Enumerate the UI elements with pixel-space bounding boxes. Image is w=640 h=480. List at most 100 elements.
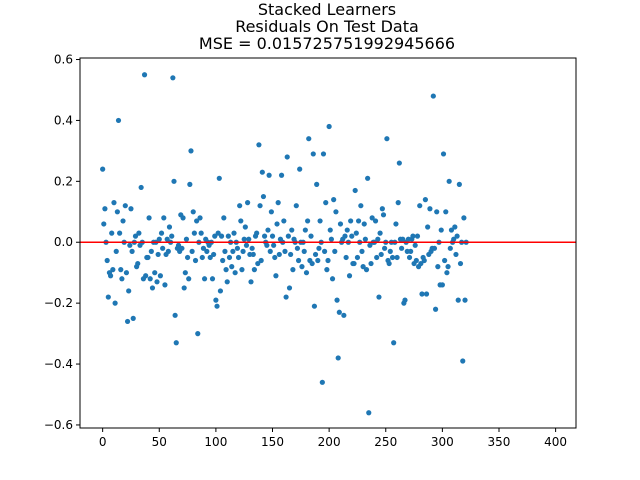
data-point (444, 270, 450, 276)
data-point (254, 230, 260, 236)
y-tick-label: 0.4 (54, 113, 73, 127)
data-point (114, 209, 120, 215)
data-point (187, 181, 193, 187)
data-point (412, 242, 418, 248)
data-point (325, 257, 331, 264)
data-point (413, 257, 419, 264)
data-point (221, 215, 227, 221)
data-point (342, 233, 348, 239)
data-point (212, 233, 218, 239)
data-point (434, 209, 440, 215)
data-point (290, 267, 296, 273)
data-point (282, 248, 288, 254)
data-point (173, 340, 179, 346)
data-point (395, 200, 401, 206)
y-axis: −0.6 −0.4 −0.2 0.0 0.2 0.4 0.6 (44, 53, 80, 432)
data-point (355, 218, 362, 224)
data-point (197, 215, 203, 221)
data-point (281, 218, 287, 224)
data-point (164, 236, 170, 242)
data-point (118, 267, 124, 273)
data-point (286, 285, 293, 291)
data-point (375, 236, 381, 242)
x-tick-label: 200 (318, 435, 341, 449)
data-point (399, 245, 405, 251)
data-point (170, 75, 176, 81)
data-point (101, 221, 107, 227)
data-point (336, 309, 342, 315)
y-tick-label: 0.6 (54, 53, 73, 67)
data-point (335, 355, 341, 361)
data-point (303, 270, 310, 276)
data-point (453, 251, 459, 258)
data-point (238, 218, 244, 224)
data-point (312, 251, 319, 258)
data-point (189, 248, 195, 254)
data-point (369, 215, 375, 221)
data-point (207, 254, 213, 261)
data-point (320, 151, 327, 157)
data-point (314, 181, 320, 187)
data-point (423, 291, 430, 297)
data-point (359, 248, 365, 254)
data-point (394, 254, 400, 261)
data-point (462, 297, 468, 303)
data-point (341, 312, 347, 318)
y-tick-label: −0.4 (44, 357, 73, 371)
data-point (214, 303, 220, 309)
data-point (366, 410, 372, 416)
data-point (323, 200, 329, 206)
data-point (248, 279, 254, 285)
data-point (225, 233, 231, 239)
data-point (222, 248, 228, 254)
data-point (396, 160, 402, 166)
data-point (361, 221, 367, 227)
data-point (156, 236, 162, 242)
data-point (111, 200, 117, 206)
data-point (384, 136, 390, 142)
data-point (402, 297, 408, 303)
data-point (283, 294, 289, 300)
data-point (217, 288, 224, 294)
data-point (216, 175, 222, 181)
data-point (308, 233, 314, 239)
data-point (223, 267, 229, 273)
y-tick-label: 0.0 (54, 235, 73, 249)
data-point (117, 230, 123, 236)
data-point (442, 257, 448, 264)
data-point (245, 200, 251, 206)
data-point (237, 203, 243, 209)
data-point (182, 270, 188, 276)
data-point (289, 227, 295, 233)
data-point (192, 257, 199, 264)
data-point (268, 209, 274, 215)
data-point (334, 297, 340, 303)
x-tick-label: 400 (544, 435, 567, 449)
data-point (220, 257, 226, 264)
data-point (461, 215, 467, 221)
data-point (297, 166, 303, 172)
data-point (166, 224, 173, 230)
data-point (460, 358, 466, 364)
data-point (425, 224, 431, 230)
data-point (105, 294, 111, 300)
data-point (278, 172, 285, 178)
data-point (275, 200, 281, 206)
data-point (124, 318, 131, 325)
data-point (138, 184, 144, 191)
data-point (204, 248, 210, 254)
data-point (104, 257, 110, 264)
data-point (421, 257, 427, 264)
data-point (382, 245, 388, 251)
data-point (251, 267, 257, 273)
data-point (246, 236, 252, 242)
data-point (240, 248, 246, 254)
data-point (418, 260, 424, 267)
data-point (154, 279, 160, 285)
data-point (443, 209, 449, 215)
data-point (302, 227, 308, 233)
data-point (157, 273, 163, 279)
data-point (158, 230, 165, 236)
data-point (146, 215, 152, 221)
